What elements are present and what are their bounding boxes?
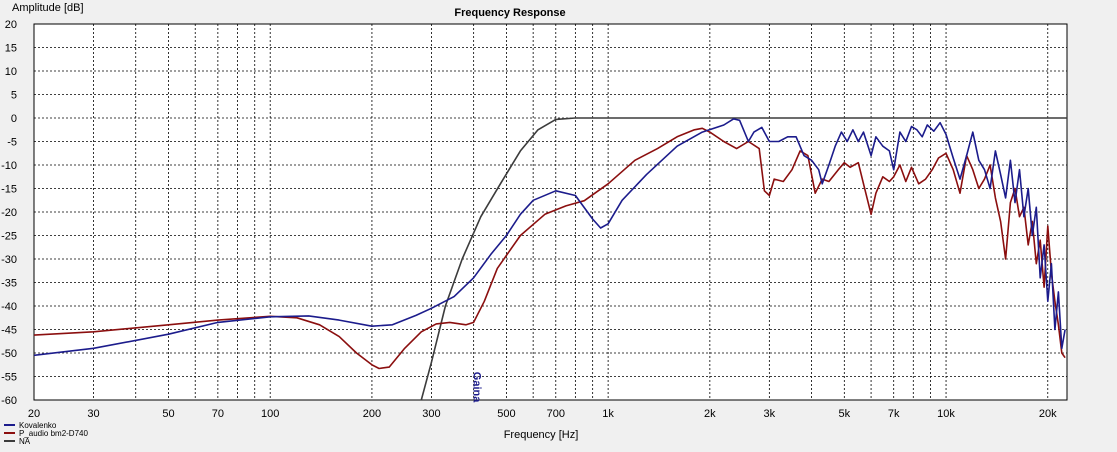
x-tick-label: 700 <box>547 408 565 420</box>
y-tick-label: 5 <box>11 90 17 102</box>
y-tick-label: 15 <box>5 43 17 55</box>
y-tick-label: 0 <box>11 113 17 125</box>
x-tick-label: 500 <box>497 408 515 420</box>
x-tick-label: 20k <box>1039 408 1057 420</box>
series-line-kovalenko <box>34 118 1066 357</box>
legend-label: Kovalenko <box>19 421 57 430</box>
x-tick-label: 5k <box>839 408 851 420</box>
x-axis-label: Frequency [Hz] <box>504 429 579 441</box>
x-tick-label: 300 <box>422 408 440 420</box>
y-tick-label: -20 <box>1 207 17 219</box>
y-tick-label: -15 <box>1 184 17 196</box>
y-tick-label: -35 <box>1 278 17 290</box>
y-tick-label: -45 <box>1 325 17 337</box>
chart-title: Frequency Response <box>454 7 565 19</box>
x-tick-label: 7k <box>888 408 900 420</box>
gaina-annotation: Gaina <box>471 372 483 403</box>
x-tick-label: 100 <box>261 408 279 420</box>
x-tick-label: 30 <box>87 408 99 420</box>
y-tick-label: -50 <box>1 348 17 360</box>
x-tick-label: 2k <box>704 408 716 420</box>
x-tick-label: 200 <box>363 408 381 420</box>
x-tick-label: 20 <box>28 408 40 420</box>
y-tick-label: -60 <box>1 395 17 407</box>
y-tick-label: 20 <box>5 19 17 31</box>
series-line-p-audio-bm2-d740 <box>34 127 1066 370</box>
y-tick-label: -55 <box>1 372 17 384</box>
x-tick-label: 50 <box>162 408 174 420</box>
x-axis-ticks: 20 30 50 70 100 200 300 500 700 1k 2k 3k 5k 7k 10k 20k <box>28 408 1057 420</box>
series-layer <box>34 117 1067 400</box>
series-line-na <box>420 117 1067 400</box>
x-tick-label: 1k <box>602 408 614 420</box>
legend-label: NA <box>19 437 31 446</box>
x-tick-label: 70 <box>212 408 224 420</box>
legend-label: P_audio bm2-D740 <box>19 429 88 438</box>
x-tick-label: 3k <box>764 408 776 420</box>
y-tick-label: -10 <box>1 160 17 172</box>
y-tick-label: 10 <box>5 66 17 78</box>
x-tick-label: 10k <box>937 408 955 420</box>
y-axis-ticks: 20 15 10 5 0 -5 -10 -15 -20 -25 -30 -35 -40 -45 -50 -55… <box>1 19 17 407</box>
y-tick-label: -25 <box>1 231 17 243</box>
y-tick-label: -40 <box>1 301 17 313</box>
plot-frame <box>33 23 1068 401</box>
y-tick-label: -30 <box>1 254 17 266</box>
y-axis-label: Amplitude [dB] <box>12 2 84 14</box>
y-tick-label: -5 <box>7 137 17 149</box>
